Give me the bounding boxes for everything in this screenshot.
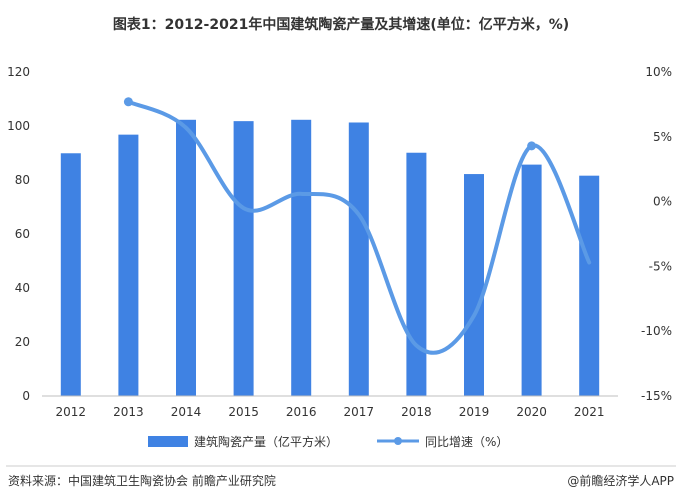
legend-bar-label: 建筑陶瓷产量（亿平方米） [194,434,338,449]
x-tick-label-2012: 2012 [56,405,87,419]
legend-line-marker [394,437,402,445]
x-tick-label-2021: 2021 [574,405,605,419]
bar-2020 [521,164,542,396]
legend: 建筑陶瓷产量（亿平方米） 同比增速（%） [148,434,508,449]
right-tick-label--5%: -5% [649,259,672,273]
growth-marker-2020 [527,141,537,151]
footer-source: 资料来源：中国建筑卫生陶瓷协会 前瞻产业研究院 [8,473,276,488]
left-tick-label-60: 60 [15,227,30,241]
bar-2019 [464,174,484,396]
x-tick-label-2013: 2013 [113,405,144,419]
bar-2017 [348,122,369,397]
right-tick-label-5%: 5% [653,130,672,144]
left-tick-label-0: 0 [22,389,30,403]
left-tick-label-120: 120 [7,65,30,79]
left-tick-label-80: 80 [15,173,30,187]
growth-rate-line [126,99,592,355]
bar-2016 [291,119,312,396]
x-tick-label-2016: 2016 [286,405,317,419]
right-axis: -15% -10% -5% 0% 5% 10% [641,65,672,403]
right-tick-label--15%: -15% [641,389,672,403]
x-tick-label-2015: 2015 [228,405,259,419]
legend-bar-swatch [148,436,188,447]
bar-2012 [60,153,81,396]
chart-title: 图表1：2012-2021年中国建筑陶瓷产量及其增速(单位：亿平方米，%) [113,16,569,33]
left-axis: 0 20 40 60 80 100 120 [7,65,30,403]
x-tick-label-2017: 2017 [344,405,375,419]
bar-2015 [233,121,254,396]
footer-brand: @前瞻经济学人APP [567,473,674,488]
bar-2013 [118,134,139,396]
left-tick-label-20: 20 [15,335,30,349]
right-tick-label-0%: 0% [653,195,672,209]
legend-line-label: 同比增速（%） [425,435,508,449]
x-tick-label-2018: 2018 [401,405,432,419]
bar-2014 [176,119,196,396]
right-tick-label-10%: 10% [645,65,672,79]
growth-marker-2013 [123,97,133,107]
bar-series [60,119,600,397]
x-tick-label-2019: 2019 [459,405,490,419]
bar-2018 [406,152,427,396]
x-tick-label-2014: 2014 [171,405,202,419]
x-axis: 2012 2013 2014 2015 2016 2017 2018 2019 2020 2021 [42,395,618,419]
bar-2021 [579,175,600,396]
left-tick-label-40: 40 [15,281,30,295]
left-tick-label-100: 100 [7,119,30,133]
right-tick-label--10%: -10% [641,324,672,338]
line-series [123,97,592,355]
x-tick-label-2020: 2020 [516,405,547,419]
